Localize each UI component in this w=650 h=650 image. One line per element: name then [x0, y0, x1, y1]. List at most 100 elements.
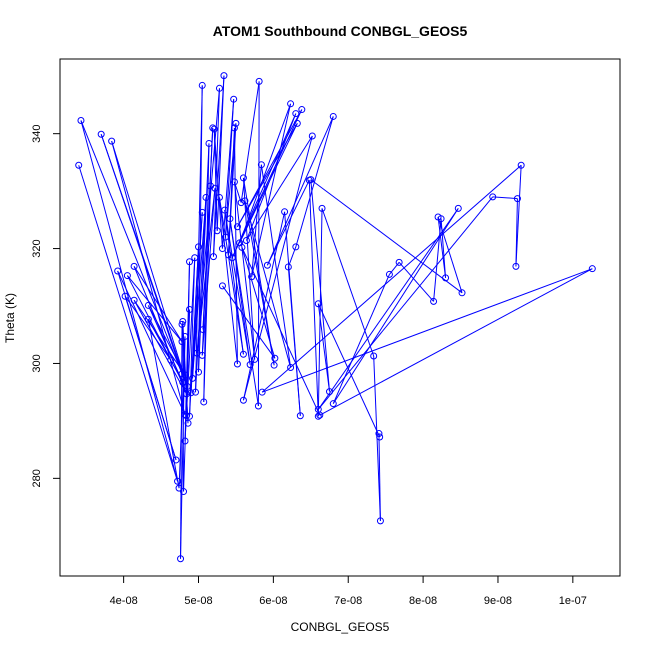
series-segment [184, 261, 191, 442]
data-point [183, 382, 191, 390]
series-segment [251, 103, 292, 277]
data-point [271, 354, 279, 362]
series-segment [117, 270, 186, 415]
series-segment [212, 88, 220, 257]
data-point [239, 174, 247, 182]
series-segment [241, 247, 321, 416]
data-point [237, 199, 245, 207]
series-segment [198, 143, 210, 373]
data-point [130, 296, 138, 304]
series-segment [133, 266, 183, 342]
data-point [430, 297, 438, 305]
data-point [246, 361, 254, 369]
data-point [130, 262, 138, 270]
data-point [184, 419, 192, 427]
data-point [489, 193, 497, 201]
data-point [230, 124, 238, 132]
series-segment [100, 134, 188, 387]
data-point [314, 412, 322, 420]
y-tick-label: 300 [31, 354, 43, 372]
series-segment [80, 120, 183, 374]
data-point [220, 72, 228, 80]
x-axis: 4e-08 5e-08 6e-08 7e-08 8e-08 9e-08 1e-07 [110, 575, 587, 607]
x-axis-label: CONBGL_GEOS5 [291, 620, 390, 634]
data-point [230, 178, 238, 186]
data-point [200, 398, 208, 406]
y-tick-label: 320 [31, 239, 43, 257]
data-point [202, 193, 210, 201]
data-point [308, 132, 316, 140]
series-segment [317, 303, 331, 392]
data-point [181, 411, 189, 419]
data-point [254, 402, 262, 410]
series-segment [124, 296, 177, 461]
data-point [209, 253, 217, 261]
data-point [318, 204, 326, 212]
data-point [326, 388, 334, 396]
series-segment [224, 210, 244, 355]
data-point [178, 320, 186, 328]
series-segment [133, 300, 187, 395]
series-segment [80, 120, 179, 482]
series-segment [233, 127, 238, 365]
data-point [233, 360, 241, 368]
data-point [257, 161, 265, 169]
series-segment [310, 179, 331, 392]
data-point [221, 206, 229, 214]
data-point [239, 396, 247, 404]
data-point [517, 161, 525, 169]
data-point [513, 195, 521, 203]
data-point [215, 193, 223, 201]
data-point [209, 124, 217, 132]
data-point [263, 261, 271, 269]
series-segment [317, 303, 381, 438]
series-segment [260, 164, 292, 368]
data-point [230, 95, 238, 103]
x-tick-label: 7e-08 [334, 595, 362, 607]
data-point [292, 243, 300, 251]
series-segment [227, 127, 235, 255]
y-axis: 280 300 320 340 [31, 124, 61, 488]
data-point [376, 433, 384, 441]
data-point [329, 400, 337, 408]
data-point [198, 81, 206, 89]
series-segment [195, 197, 207, 393]
series-segment [308, 180, 319, 417]
data-point [180, 488, 188, 496]
series-segment [180, 324, 183, 559]
series-segment [201, 188, 216, 356]
data-point [588, 265, 596, 273]
series-segment [261, 164, 522, 393]
series-segment [229, 218, 259, 407]
data-point [144, 301, 152, 309]
data-point [284, 263, 292, 271]
data-point [186, 305, 194, 313]
data-point [177, 555, 185, 563]
series-segment [317, 196, 494, 410]
data-point [287, 100, 295, 108]
series-segment [196, 88, 220, 354]
data-point [193, 349, 201, 357]
data-point [228, 254, 236, 262]
series-segment [147, 318, 184, 383]
series-segment [242, 177, 256, 360]
series-segment [111, 140, 188, 387]
series-segment [78, 165, 179, 482]
data-point [329, 112, 337, 120]
data-point [233, 223, 241, 231]
series-segment [124, 295, 172, 361]
data-point [218, 282, 226, 290]
series-segment [182, 321, 185, 492]
series-segment [222, 285, 276, 359]
data-point [181, 332, 189, 340]
data-point [97, 130, 105, 138]
series-segment [321, 208, 375, 357]
data-point [178, 370, 186, 378]
data-point [395, 258, 403, 266]
x-tick-label: 8e-08 [409, 595, 437, 607]
data-point [192, 388, 200, 396]
data-point [316, 411, 324, 419]
data-point [181, 371, 189, 379]
series-segment [147, 319, 180, 489]
series-segment [231, 109, 303, 258]
